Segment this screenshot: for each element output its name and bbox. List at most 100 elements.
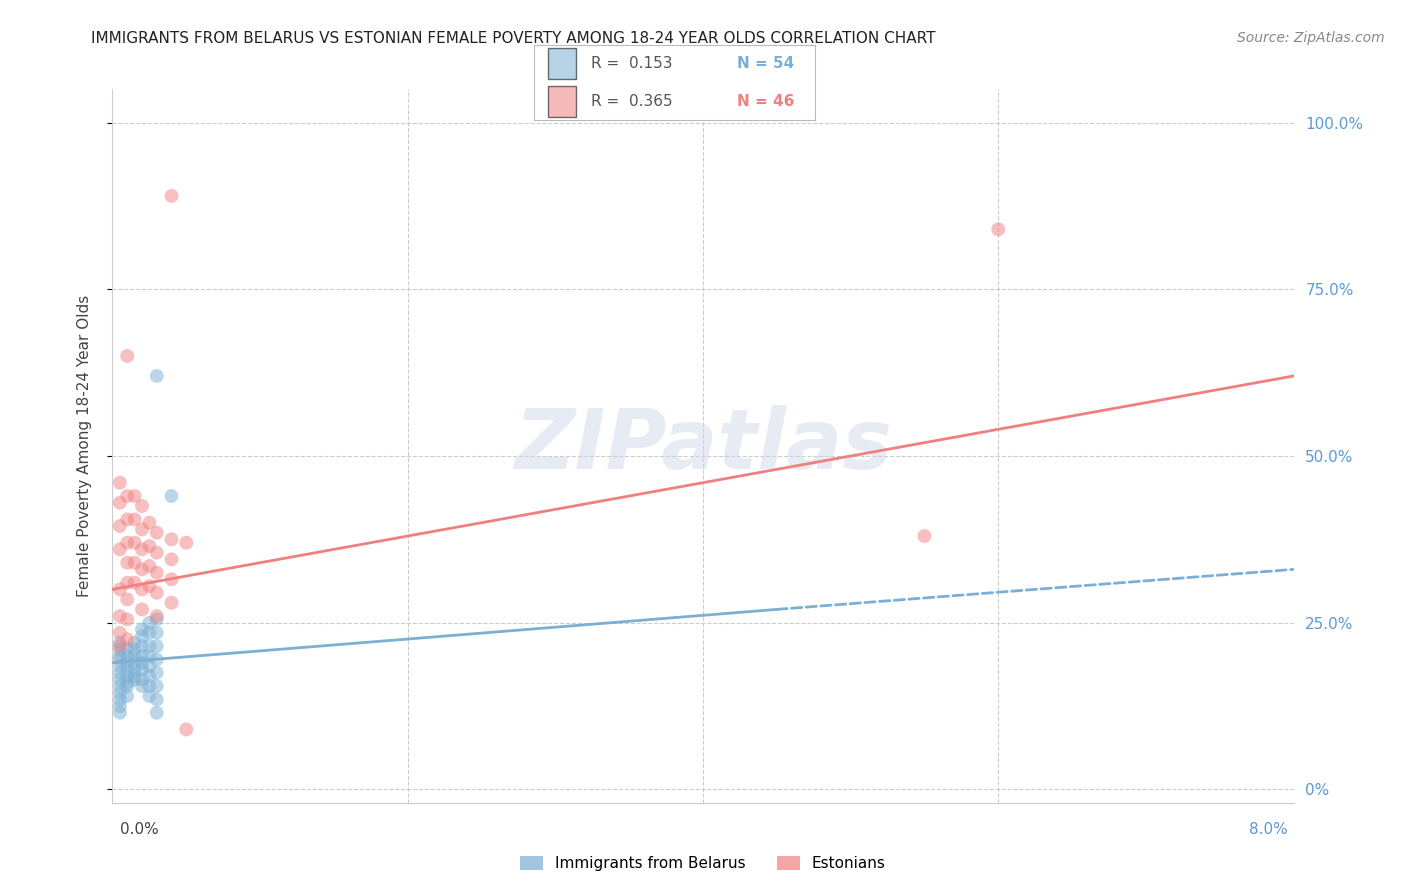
Point: [131, 522, 153, 536]
Point: [124, 575, 146, 590]
Point: [108, 686, 131, 700]
Point: [138, 559, 160, 574]
Point: [146, 692, 169, 706]
Point: [131, 679, 153, 693]
Point: [131, 499, 153, 513]
Point: [108, 649, 131, 664]
Point: [108, 665, 131, 680]
Point: [146, 612, 169, 626]
Point: [160, 552, 183, 566]
Text: N = 54: N = 54: [737, 56, 794, 71]
Point: [138, 679, 160, 693]
Point: [131, 582, 153, 597]
Point: [160, 189, 183, 203]
Point: [131, 673, 153, 687]
Point: [124, 642, 146, 657]
Point: [138, 615, 160, 630]
Point: [131, 662, 153, 676]
Point: [131, 542, 153, 557]
Legend: Immigrants from Belarus, Estonians: Immigrants from Belarus, Estonians: [515, 850, 891, 877]
Text: ZIPatlas: ZIPatlas: [515, 406, 891, 486]
Point: [131, 649, 153, 664]
Text: 8.0%: 8.0%: [1249, 822, 1288, 837]
Point: [124, 512, 146, 526]
Point: [146, 679, 169, 693]
Point: [174, 723, 197, 737]
Point: [117, 512, 138, 526]
Point: [108, 609, 131, 624]
Point: [146, 368, 169, 383]
Point: [146, 566, 169, 580]
Point: [914, 529, 936, 543]
Point: [138, 516, 160, 530]
Point: [108, 542, 131, 557]
Point: [124, 535, 146, 549]
Point: [146, 665, 169, 680]
Point: [117, 612, 138, 626]
Point: [146, 639, 169, 653]
Point: [108, 639, 131, 653]
Point: [131, 639, 153, 653]
Point: [124, 489, 146, 503]
Point: [117, 535, 138, 549]
Point: [124, 662, 146, 676]
Point: [146, 525, 169, 540]
Point: [117, 656, 138, 670]
Point: [146, 652, 169, 666]
Point: [138, 579, 160, 593]
Point: [108, 519, 131, 533]
Point: [160, 596, 183, 610]
Point: [108, 496, 131, 510]
Point: [160, 533, 183, 547]
Point: [131, 656, 153, 670]
Point: [160, 489, 183, 503]
Text: N = 46: N = 46: [737, 94, 794, 109]
Text: R =  0.365: R = 0.365: [591, 94, 672, 109]
Point: [108, 692, 131, 706]
Point: [138, 689, 160, 703]
Point: [108, 636, 131, 650]
Point: [138, 669, 160, 683]
Point: [146, 609, 169, 624]
Text: Source: ZipAtlas.com: Source: ZipAtlas.com: [1237, 31, 1385, 45]
Point: [117, 575, 138, 590]
Point: [117, 675, 138, 690]
Point: [146, 546, 169, 560]
Point: [131, 629, 153, 643]
Point: [117, 689, 138, 703]
Point: [124, 673, 146, 687]
Point: [117, 679, 138, 693]
Point: [174, 535, 197, 549]
Point: [160, 573, 183, 587]
Point: [108, 699, 131, 714]
Point: [138, 659, 160, 673]
Point: [108, 625, 131, 640]
Y-axis label: Female Poverty Among 18-24 Year Olds: Female Poverty Among 18-24 Year Olds: [77, 295, 91, 597]
Point: [108, 679, 131, 693]
Point: [124, 656, 146, 670]
Point: [117, 649, 138, 664]
Point: [138, 639, 160, 653]
Point: [138, 539, 160, 553]
Point: [146, 585, 169, 599]
Point: [117, 642, 138, 657]
Point: [108, 673, 131, 687]
Point: [117, 489, 138, 503]
Point: [108, 652, 131, 666]
Text: IMMIGRANTS FROM BELARUS VS ESTONIAN FEMALE POVERTY AMONG 18-24 YEAR OLDS CORRELA: IMMIGRANTS FROM BELARUS VS ESTONIAN FEMA…: [91, 31, 936, 46]
Point: [117, 662, 138, 676]
Point: [117, 556, 138, 570]
Point: [131, 562, 153, 576]
Point: [117, 669, 138, 683]
Text: R =  0.153: R = 0.153: [591, 56, 672, 71]
Point: [124, 636, 146, 650]
Point: [146, 625, 169, 640]
Point: [987, 222, 1010, 236]
Point: [138, 625, 160, 640]
Text: 0.0%: 0.0%: [120, 822, 159, 837]
Point: [108, 582, 131, 597]
Point: [124, 556, 146, 570]
Point: [108, 659, 131, 673]
Point: [108, 706, 131, 720]
FancyBboxPatch shape: [548, 87, 576, 117]
